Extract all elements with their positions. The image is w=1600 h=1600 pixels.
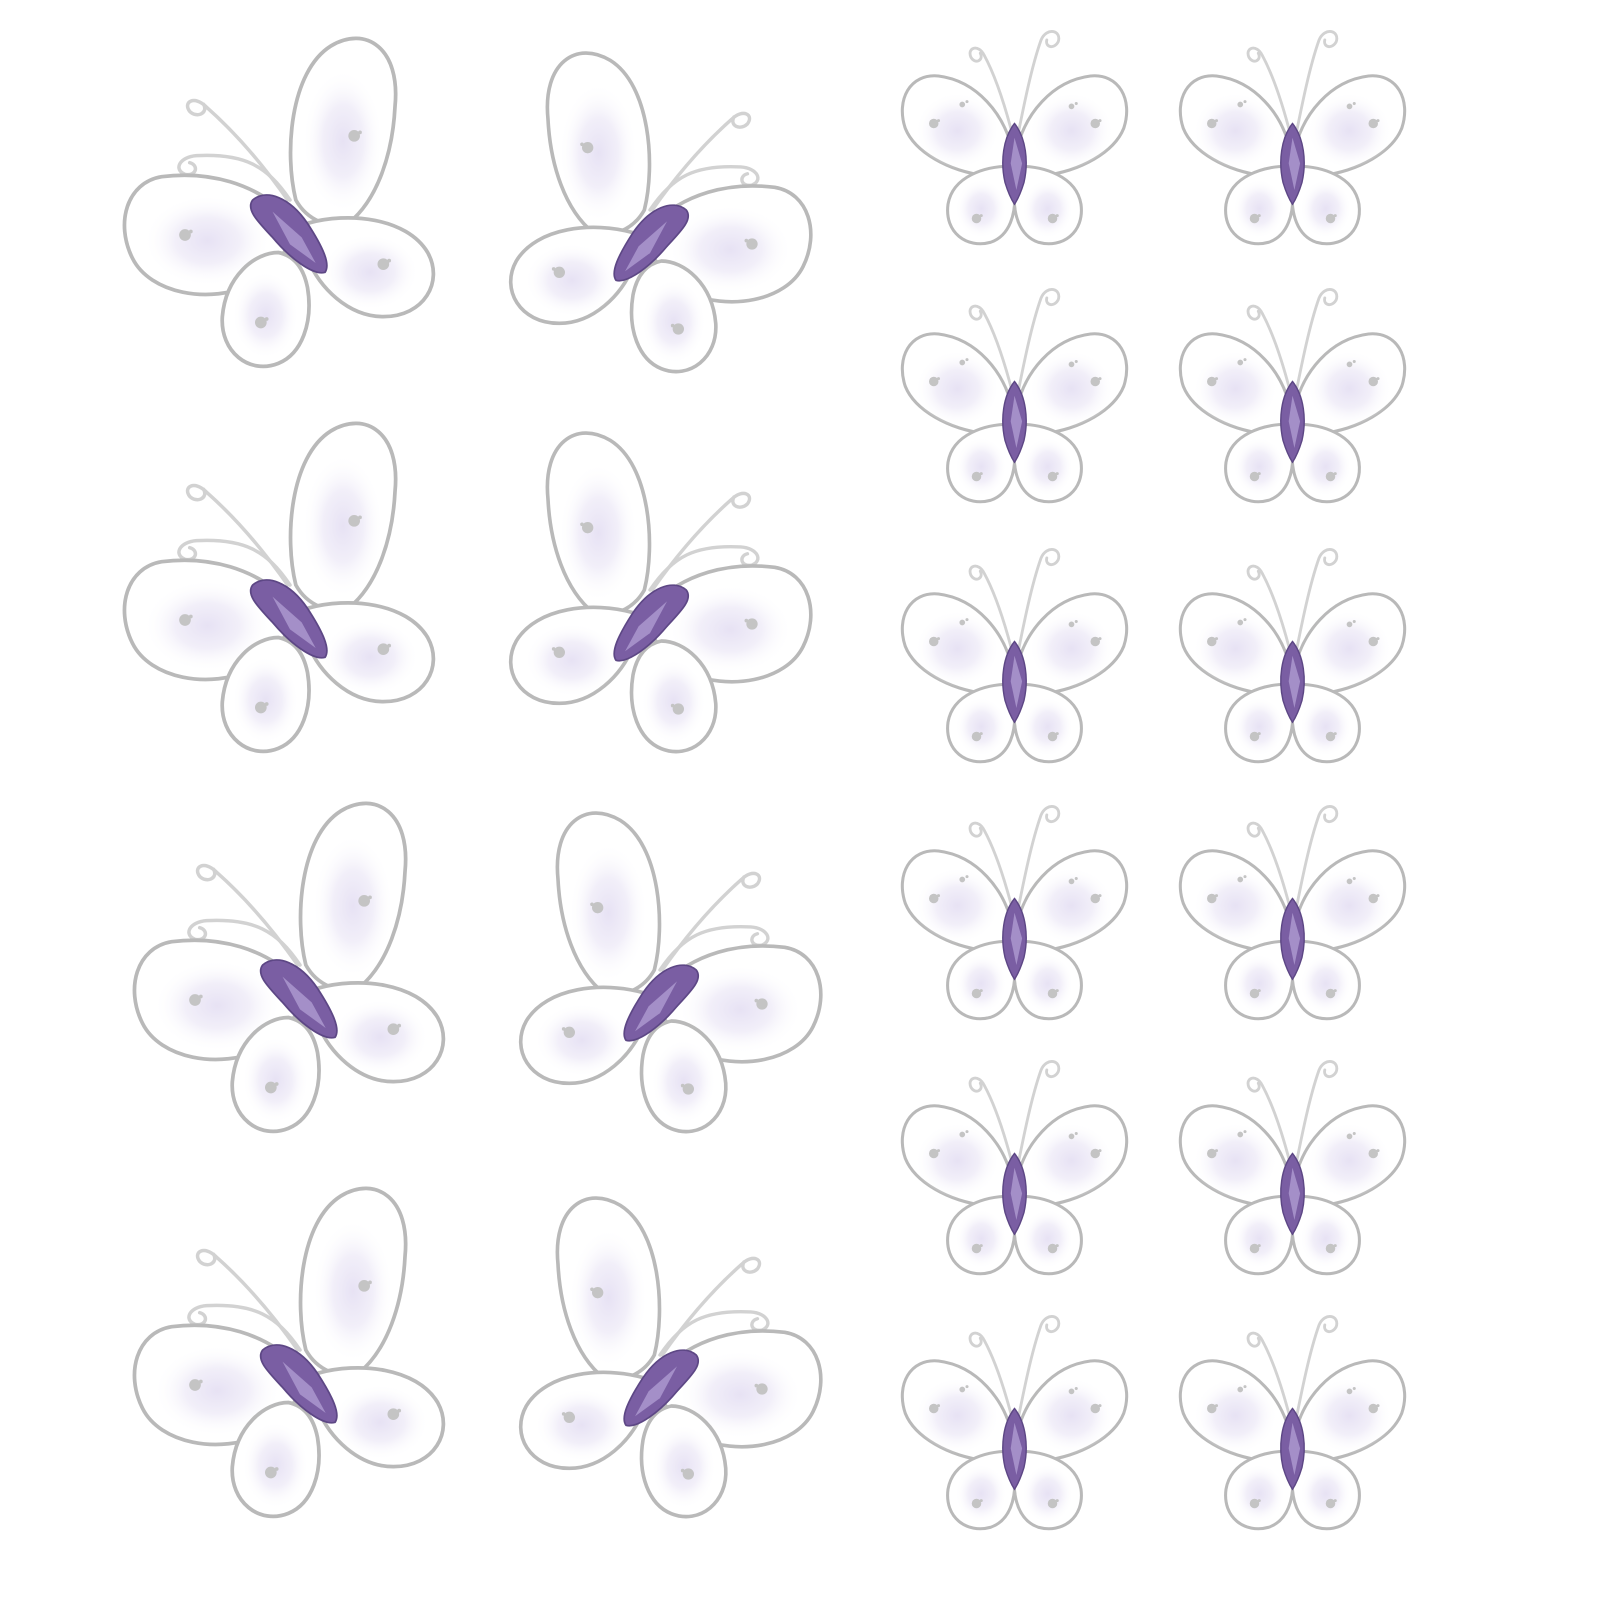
butterfly bbox=[490, 1185, 830, 1525]
butterfly-figure bbox=[509, 431, 813, 754]
gem-body bbox=[613, 584, 690, 662]
antennae bbox=[658, 1256, 770, 1357]
butterfly-figure bbox=[122, 421, 436, 754]
butterfly bbox=[872, 0, 1157, 285]
butterfly bbox=[872, 775, 1157, 1060]
antennae bbox=[648, 111, 760, 212]
butterfly-figure bbox=[519, 811, 823, 1134]
butterfly bbox=[872, 518, 1157, 803]
gem-body bbox=[1002, 122, 1027, 206]
gem-body bbox=[1002, 1407, 1027, 1491]
antennae bbox=[187, 1248, 302, 1352]
butterfly-figure bbox=[900, 1315, 1129, 1531]
gem-body bbox=[1280, 897, 1305, 981]
gem-body bbox=[1280, 1152, 1305, 1236]
gem-body bbox=[613, 204, 690, 282]
antennae bbox=[648, 491, 760, 592]
butterfly bbox=[125, 1175, 475, 1525]
butterfly-figure bbox=[900, 1060, 1129, 1276]
butterfly bbox=[872, 258, 1157, 543]
antennae bbox=[177, 483, 292, 587]
gem-body bbox=[1280, 380, 1305, 464]
butterfly-figure bbox=[900, 30, 1129, 246]
antennae bbox=[187, 863, 302, 967]
butterfly bbox=[1150, 775, 1435, 1060]
butterfly-figure bbox=[519, 1196, 823, 1519]
butterfly bbox=[1150, 1285, 1435, 1570]
butterfly-figure bbox=[1178, 1060, 1407, 1276]
gem-body bbox=[623, 1349, 700, 1427]
butterfly-figure bbox=[1178, 805, 1407, 1021]
butterfly bbox=[1150, 518, 1435, 803]
gem-body bbox=[1280, 640, 1305, 724]
gem-body bbox=[1002, 640, 1027, 724]
butterfly-figure bbox=[509, 51, 813, 374]
butterfly-figure bbox=[1178, 1315, 1407, 1531]
butterfly bbox=[1150, 258, 1435, 543]
gem-body bbox=[1002, 1152, 1027, 1236]
gem-body bbox=[1002, 380, 1027, 464]
antennae bbox=[658, 871, 770, 972]
butterfly-figure bbox=[1178, 548, 1407, 764]
butterfly-figure bbox=[900, 805, 1129, 1021]
butterfly-figure bbox=[132, 801, 446, 1134]
butterfly bbox=[1150, 1030, 1435, 1315]
butterfly bbox=[480, 40, 820, 380]
gem-body bbox=[1280, 1407, 1305, 1491]
butterfly-figure bbox=[900, 288, 1129, 504]
gem-body bbox=[259, 959, 338, 1039]
butterfly-figure bbox=[1178, 288, 1407, 504]
butterfly-figure bbox=[132, 1186, 446, 1519]
gem-body bbox=[249, 194, 328, 274]
gem-body bbox=[249, 579, 328, 659]
butterfly bbox=[1150, 0, 1435, 285]
butterfly bbox=[125, 790, 475, 1140]
butterfly-figure bbox=[122, 36, 436, 369]
butterfly bbox=[872, 1030, 1157, 1315]
butterfly-figure bbox=[1178, 30, 1407, 246]
butterfly bbox=[872, 1285, 1157, 1570]
butterfly bbox=[115, 410, 465, 760]
gem-body bbox=[259, 1344, 338, 1424]
butterfly-figure bbox=[900, 548, 1129, 764]
antennae bbox=[177, 98, 292, 202]
butterfly bbox=[115, 25, 465, 375]
butterfly bbox=[490, 800, 830, 1140]
gem-body bbox=[1002, 897, 1027, 981]
gem-body bbox=[623, 964, 700, 1042]
butterfly bbox=[480, 420, 820, 760]
gem-body bbox=[1280, 122, 1305, 206]
